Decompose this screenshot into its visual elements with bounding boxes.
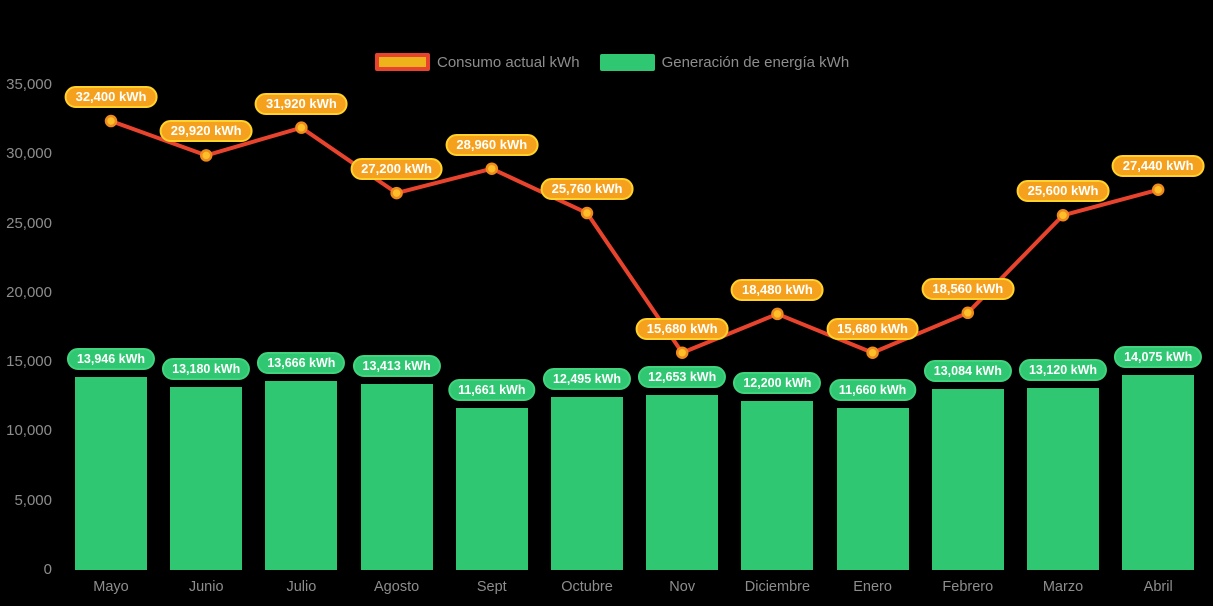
consumption-point-marker[interactable] <box>295 121 308 134</box>
consumption-value-pill[interactable]: 31,920 kWh <box>254 92 348 115</box>
generation-value-pill[interactable]: 13,084 kWh <box>923 359 1012 382</box>
x-axis-tick-label: Nov <box>669 579 696 595</box>
y-axis-tick-label: 10,000 <box>6 422 52 440</box>
generation-value-pill[interactable]: 14,075 kWh <box>1114 345 1203 368</box>
consumption-value-pill[interactable]: 29,920 kWh <box>159 120 253 143</box>
y-axis-tick-label: 30,000 <box>6 145 52 163</box>
generation-bar[interactable] <box>741 400 814 570</box>
consumption-point-marker[interactable] <box>580 206 594 220</box>
generation-bar[interactable] <box>170 387 243 570</box>
consumption-value-pill[interactable]: 25,760 kWh <box>540 178 634 201</box>
legend-item-generacion[interactable]: Generación de energía kWh <box>599 53 850 71</box>
y-axis-tick-label: 25,000 <box>6 214 52 232</box>
generation-value-pill[interactable]: 13,120 kWh <box>1018 359 1108 382</box>
generation-bar[interactable] <box>1027 388 1099 570</box>
consumption-point-marker[interactable] <box>771 307 784 321</box>
x-axis-tick-label: Enero <box>853 579 892 595</box>
consumption-line <box>109 119 1161 355</box>
y-axis-tick-label: 20,000 <box>6 283 52 301</box>
legend-label-consumo: Consumo actual kWh <box>437 53 580 71</box>
y-axis-tick-label: 15,000 <box>6 353 52 371</box>
consumption-point-marker[interactable] <box>961 306 975 320</box>
consumption-value-pill[interactable]: 18,560 kWh <box>921 277 1015 300</box>
generation-bar[interactable] <box>360 384 433 570</box>
generation-bar[interactable] <box>75 376 147 570</box>
consumption-value-pill[interactable]: 25,600 kWh <box>1016 180 1110 203</box>
consumption-value-pill[interactable]: 28,960 kWh <box>445 133 539 156</box>
generation-bar[interactable] <box>836 408 909 570</box>
generation-bar[interactable] <box>455 408 528 570</box>
consumption-point-marker[interactable] <box>675 346 689 359</box>
generation-bar[interactable] <box>931 388 1004 570</box>
legend-label-generacion: Generación de energía kWh <box>661 53 850 71</box>
x-axis-tick-label: Agosto <box>374 579 420 595</box>
chart-legend: Consumo actual kWh Generación de energía… <box>375 53 849 71</box>
consumption-value-pill[interactable]: 32,400 kWh <box>64 86 158 109</box>
generation-bar[interactable] <box>1122 374 1195 570</box>
x-axis-tick-label: Octubre <box>561 579 613 595</box>
consumo-legend-swatch-icon <box>375 53 430 71</box>
y-axis-tick-label: 5,000 <box>14 491 52 509</box>
x-axis-tick-label: Abril <box>1143 579 1173 595</box>
x-axis-tick-label: Febrero <box>942 579 994 595</box>
generation-value-pill[interactable]: 12,200 kWh <box>733 371 822 394</box>
x-axis-tick-label: Sept <box>476 579 507 595</box>
consumption-value-pill[interactable]: 15,680 kWh <box>826 317 920 340</box>
consumption-point-marker[interactable] <box>390 186 403 200</box>
generation-bar[interactable] <box>551 396 623 570</box>
consumption-value-pill[interactable]: 18,480 kWh <box>730 278 824 301</box>
consumption-point-marker[interactable] <box>104 114 118 128</box>
consumption-point-marker[interactable] <box>1151 183 1165 197</box>
x-axis-tick-label: Julio <box>286 579 317 595</box>
x-axis-tick-label: Diciembre <box>744 579 811 595</box>
consumption-point-marker[interactable] <box>866 346 879 359</box>
generation-value-pill[interactable]: 12,495 kWh <box>542 367 632 390</box>
generation-value-pill[interactable]: 13,666 kWh <box>257 351 346 374</box>
legend-item-consumo[interactable]: Consumo actual kWh <box>375 53 580 71</box>
consumption-point-marker[interactable] <box>199 149 213 162</box>
x-axis-tick-label: Mayo <box>93 579 129 595</box>
generation-bar[interactable] <box>646 394 719 570</box>
generation-value-pill[interactable]: 13,946 kWh <box>66 347 156 370</box>
generacion-legend-swatch-icon <box>599 53 655 71</box>
y-axis-tick-label: 0 <box>43 561 52 578</box>
generation-value-pill[interactable]: 13,180 kWh <box>162 358 251 381</box>
y-axis-tick-label: 35,000 <box>6 76 52 93</box>
consumption-point-marker[interactable] <box>485 162 499 175</box>
x-axis-tick-label: Marzo <box>1042 579 1084 595</box>
consumption-value-pill[interactable]: 27,200 kWh <box>350 158 444 181</box>
consumption-point-marker[interactable] <box>1056 209 1070 222</box>
generation-value-pill[interactable]: 11,661 kWh <box>448 379 536 402</box>
generation-bar[interactable] <box>265 380 338 570</box>
consumption-value-pill[interactable]: 27,440 kWh <box>1111 154 1205 177</box>
generation-value-pill[interactable]: 11,660 kWh <box>828 379 917 402</box>
consumption-value-pill[interactable]: 15,680 kWh <box>635 317 729 340</box>
x-axis-tick-label: Junio <box>188 579 224 595</box>
generation-value-pill[interactable]: 13,413 kWh <box>352 355 441 378</box>
generation-value-pill[interactable]: 12,653 kWh <box>638 365 727 388</box>
